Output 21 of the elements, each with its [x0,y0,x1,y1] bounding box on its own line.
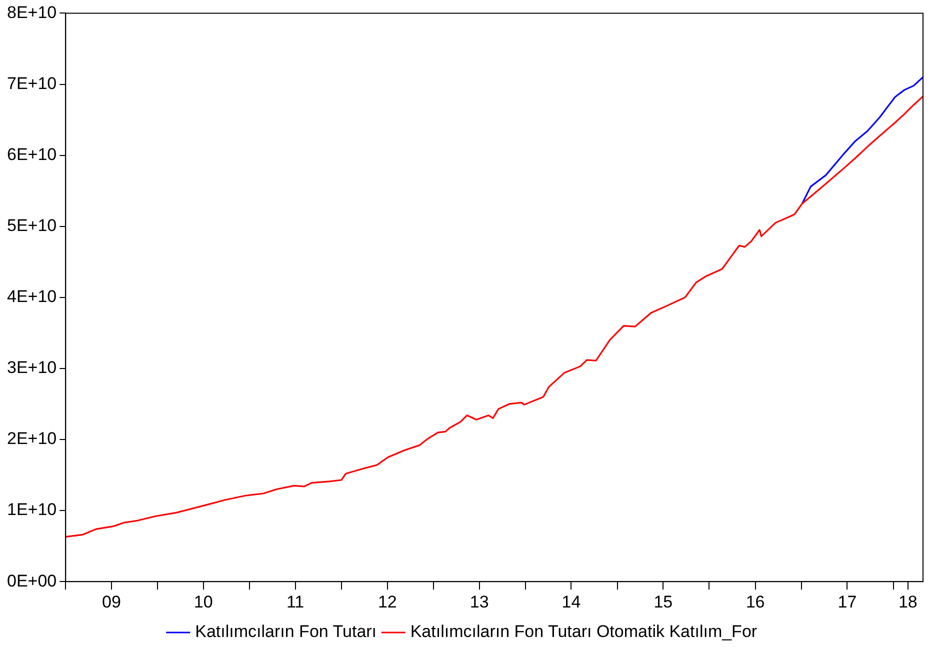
y-tick-label: 4E+10 [6,287,57,306]
x-tick-label: 11 [286,592,304,612]
y-tick-label: 1E+10 [6,500,57,520]
y-tick-label: 3E+10 [6,358,57,378]
x-tick-label: 13 [470,592,489,612]
x-tick-label: 09 [102,592,121,612]
y-tick-label: 8E+10 [6,2,57,22]
y-tick-label: 6E+10 [6,144,57,164]
x-tick-label: 18 [898,592,918,612]
x-tick-label: 10 [194,592,213,612]
y-tick-label: 7E+10 [6,74,57,93]
y-tick-label: 0E+00 [6,571,57,590]
x-tick-label: 15 [654,592,673,612]
legend-label: Katılımcıların Fon Tutarı Otomatik Katılım_For [410,622,758,642]
x-tick-label: 17 [838,592,857,612]
y-tick-label: 2E+10 [6,429,57,448]
x-tick-label: 14 [562,592,581,612]
x-tick-label: 12 [378,592,397,612]
y-tick-label: 5E+10 [6,216,57,236]
legend-label: Katılımcıların Fon Tutarı [195,622,377,642]
x-tick-label: 16 [746,592,765,612]
